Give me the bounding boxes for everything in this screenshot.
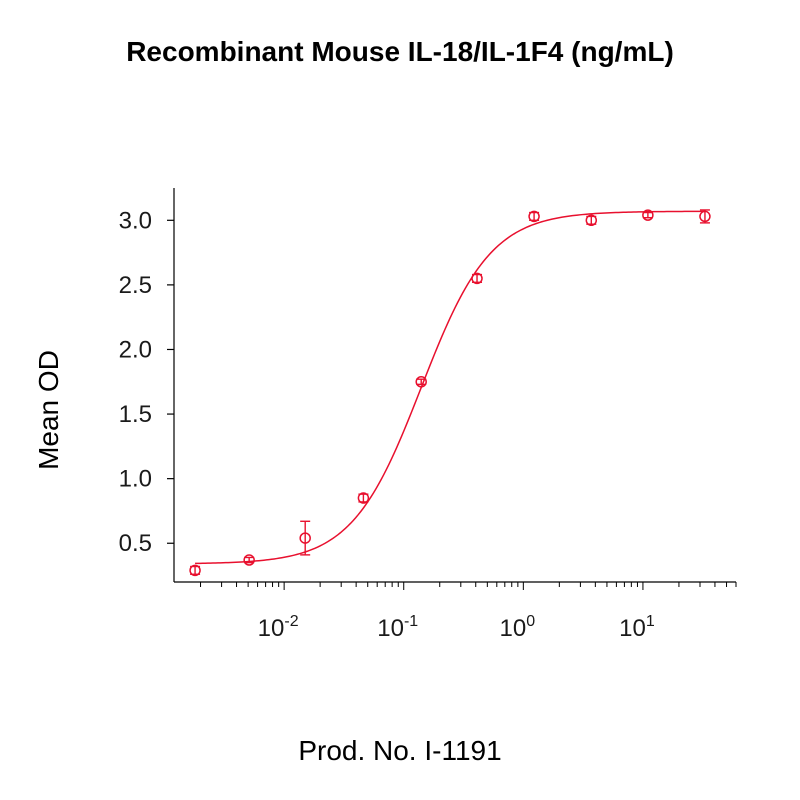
product-number: Prod. No. I-1191 bbox=[298, 735, 502, 766]
x-tick-label: 100 bbox=[500, 613, 536, 642]
data-point-group bbox=[471, 272, 483, 285]
data-point bbox=[189, 564, 201, 577]
chart-title: Recombinant Mouse IL-18/IL-1F4 (ng/mL) bbox=[126, 36, 674, 67]
data-point bbox=[699, 210, 711, 223]
data-point bbox=[415, 376, 427, 388]
data-point-group bbox=[642, 209, 654, 221]
y-tick-label: 0.5 bbox=[119, 530, 152, 557]
data-point-group bbox=[585, 214, 598, 227]
y-tick-label: 1.5 bbox=[119, 401, 152, 428]
data-point-group bbox=[699, 209, 711, 224]
data-point-group bbox=[243, 554, 255, 566]
data-point-group bbox=[299, 520, 311, 556]
data-point-group bbox=[357, 492, 370, 504]
x-tick-label: 101 bbox=[619, 613, 655, 642]
x-tick-label: 10-2 bbox=[258, 613, 299, 642]
data-point bbox=[243, 554, 255, 566]
data-point bbox=[357, 492, 370, 504]
y-tick-label: 1.0 bbox=[119, 466, 152, 493]
y-tick-label: 3.0 bbox=[119, 207, 152, 234]
y-tick-label: 2.0 bbox=[119, 336, 152, 363]
data-marks bbox=[189, 209, 711, 577]
data-point bbox=[528, 210, 540, 223]
data-point bbox=[299, 532, 311, 544]
data-point bbox=[471, 272, 483, 285]
y-tick-label: 2.5 bbox=[119, 272, 152, 299]
data-point-group bbox=[189, 564, 201, 577]
axes: 0.5 1.0 1.5 2.0 2.5 3.0 10-2 10-1 100 101 bbox=[119, 188, 737, 642]
data-point-group bbox=[415, 376, 427, 388]
data-point bbox=[585, 214, 598, 227]
data-point bbox=[642, 209, 654, 221]
data-point-group bbox=[528, 210, 540, 223]
x-tick-label: 10-1 bbox=[377, 613, 418, 642]
y-axis-label: Mean OD bbox=[33, 350, 64, 470]
fit-curve bbox=[195, 210, 705, 565]
